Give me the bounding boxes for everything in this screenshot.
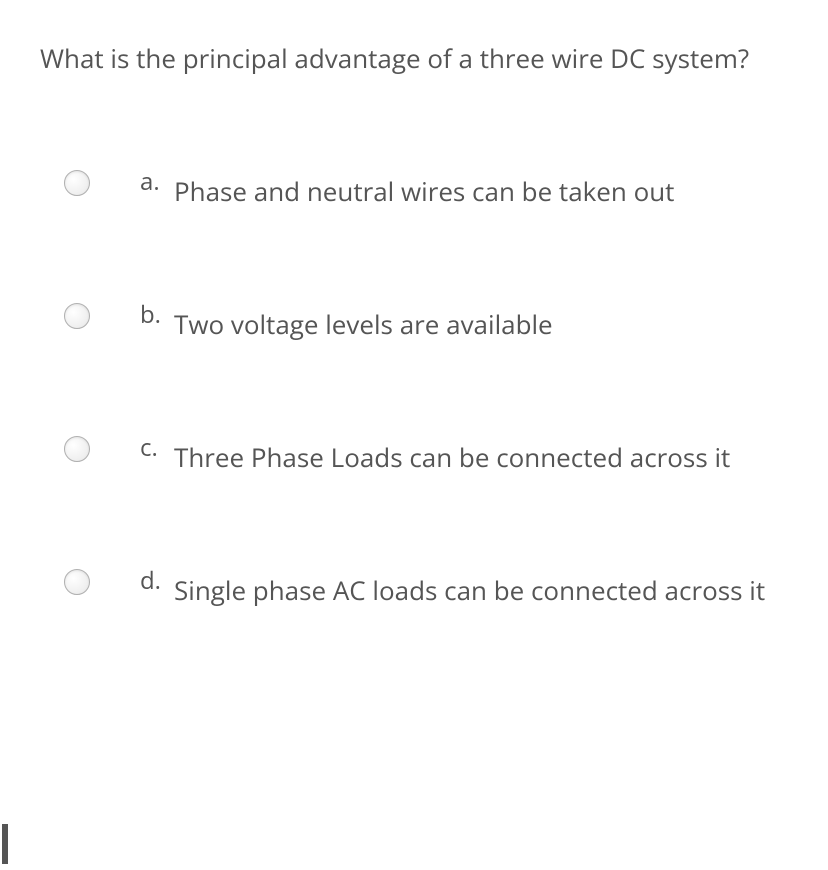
question-text: What is the principal advantage of a thr… bbox=[40, 38, 788, 78]
option-letter: a. bbox=[140, 168, 174, 197]
radio-button-b[interactable] bbox=[64, 303, 90, 329]
options-list: a. Phase and neutral wires can be taken … bbox=[40, 168, 788, 610]
option-text: Two voltage levels are available bbox=[174, 301, 553, 344]
option-text: Phase and neutral wires can be taken out bbox=[174, 168, 674, 211]
radio-button-a[interactable] bbox=[64, 170, 90, 196]
option-row[interactable]: c. Three Phase Loads can be connected ac… bbox=[64, 434, 788, 477]
quiz-page: What is the principal advantage of a thr… bbox=[0, 0, 828, 870]
option-text: Single phase AC loads can be connected a… bbox=[174, 567, 765, 610]
radio-button-d[interactable] bbox=[64, 569, 90, 595]
option-letter: d. bbox=[140, 567, 174, 596]
radio-button-c[interactable] bbox=[64, 436, 90, 462]
option-text: Three Phase Loads can be connected acros… bbox=[174, 434, 730, 477]
option-row[interactable]: b. Two voltage levels are available bbox=[64, 301, 788, 344]
option-row[interactable]: a. Phase and neutral wires can be taken … bbox=[64, 168, 788, 211]
text-cursor-icon bbox=[2, 824, 8, 864]
option-row[interactable]: d. Single phase AC loads can be connecte… bbox=[64, 567, 788, 610]
option-letter: b. bbox=[140, 301, 174, 330]
option-letter: c. bbox=[140, 434, 174, 463]
